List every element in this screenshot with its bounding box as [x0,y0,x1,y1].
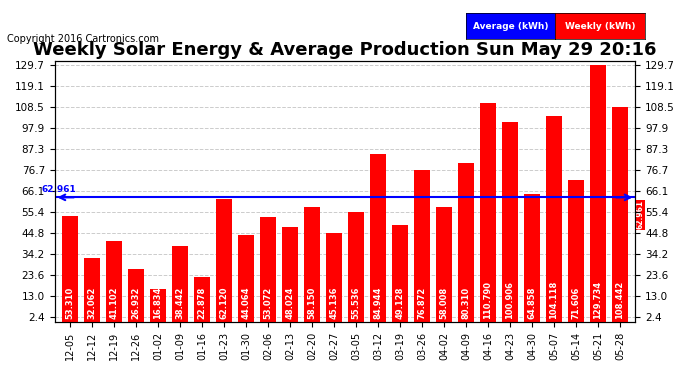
Bar [393,225,408,322]
Text: 49.128: 49.128 [395,286,404,319]
Text: 53.310: 53.310 [66,286,75,319]
Text: 22.878: 22.878 [197,286,206,319]
Bar [569,180,584,322]
Text: 62.961: 62.961 [41,185,77,194]
Bar [436,207,452,322]
Bar [480,103,495,322]
Bar [195,277,210,322]
Bar [216,199,232,322]
Text: 62.120: 62.120 [219,286,228,319]
Text: 44.064: 44.064 [241,286,250,319]
Text: 64.858: 64.858 [527,286,537,319]
Bar [326,232,342,322]
Text: 32.062: 32.062 [88,286,97,319]
Text: 108.442: 108.442 [615,280,624,319]
Bar [348,212,364,322]
Text: 45.136: 45.136 [330,286,339,319]
Text: 76.872: 76.872 [417,286,426,319]
Bar [304,207,319,322]
Bar [172,246,188,322]
Text: 84.944: 84.944 [373,286,382,319]
Text: Copyright 2016 Cartronics.com: Copyright 2016 Cartronics.com [7,34,159,44]
Text: 58.150: 58.150 [308,286,317,319]
Bar [591,65,606,322]
Text: 104.118: 104.118 [549,280,558,319]
Text: 110.790: 110.790 [484,281,493,319]
Text: 62.961: 62.961 [635,200,644,230]
Text: 58.008: 58.008 [440,287,449,319]
Bar [84,258,99,322]
Text: 48.024: 48.024 [286,286,295,319]
Bar [238,235,254,322]
Bar [371,154,386,322]
Text: 100.906: 100.906 [506,281,515,319]
Bar [546,116,562,322]
Title: Weekly Solar Energy & Average Production Sun May 29 20:16: Weekly Solar Energy & Average Production… [33,41,657,59]
Text: 71.606: 71.606 [571,286,580,319]
Text: 38.442: 38.442 [175,286,184,319]
Bar [282,227,297,322]
Bar [458,163,474,322]
Text: 53.072: 53.072 [264,286,273,319]
Text: Weekly (kWh): Weekly (kWh) [565,22,635,31]
Text: 80.310: 80.310 [462,287,471,319]
Text: 26.932: 26.932 [132,286,141,319]
Bar [106,241,121,322]
Bar [524,194,540,322]
Text: 129.734: 129.734 [593,281,602,319]
Bar [260,217,276,322]
Bar [62,216,78,322]
Bar [502,122,518,322]
Text: 55.536: 55.536 [351,286,360,319]
Bar [612,107,628,322]
Text: 41.102: 41.102 [110,286,119,319]
Text: Average (kWh): Average (kWh) [473,22,549,31]
Text: 16.834: 16.834 [153,286,163,319]
Bar [128,268,144,322]
Bar [150,289,166,322]
Bar [414,170,430,322]
